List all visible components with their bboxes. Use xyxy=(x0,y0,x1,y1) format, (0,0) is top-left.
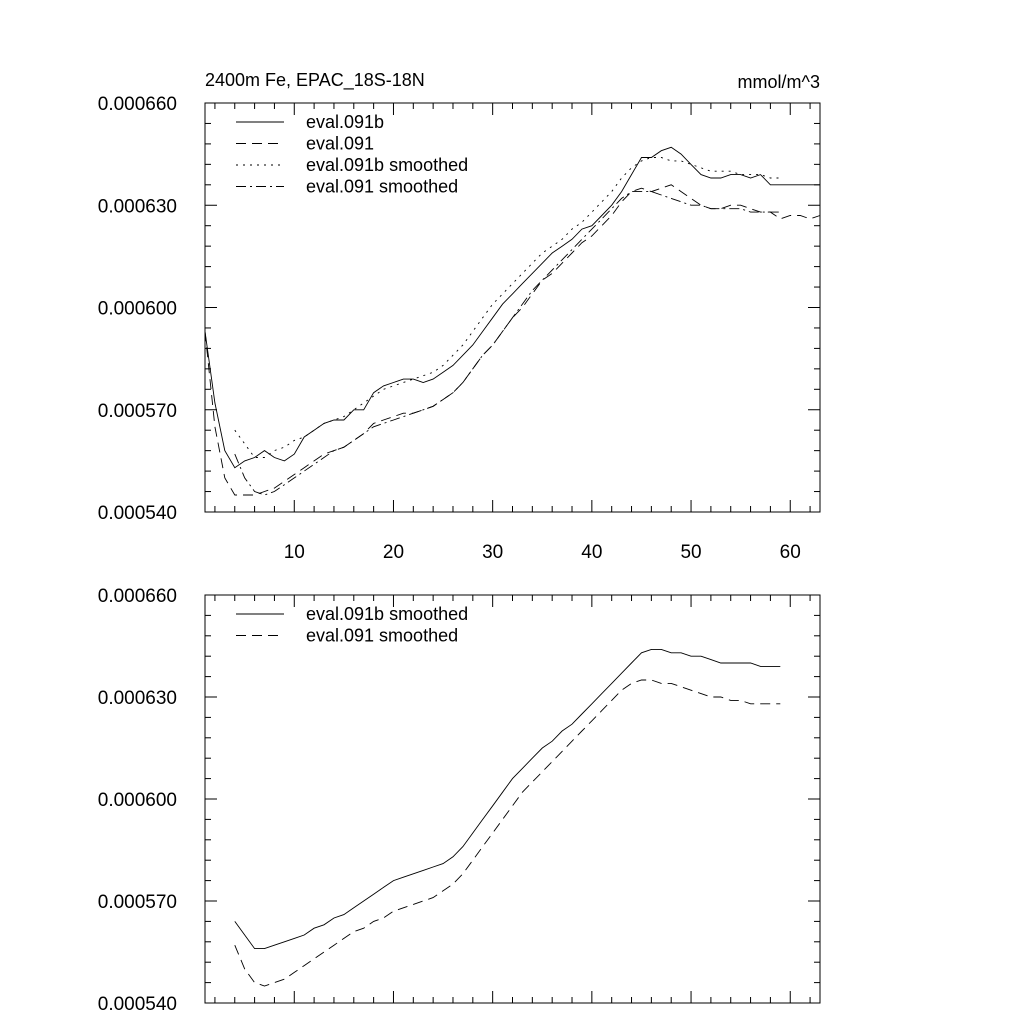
legend-label: eval.091b smoothed xyxy=(306,604,468,624)
y-tick-label: 0.000570 xyxy=(98,401,177,422)
x-tick-label: 30 xyxy=(482,542,503,563)
y-tick-label: 0.000600 xyxy=(98,790,177,811)
legend-label: eval.091 xyxy=(306,134,374,154)
legend-label: eval.091 smoothed xyxy=(306,177,458,197)
x-tick-label: 50 xyxy=(680,542,701,563)
legend-label: eval.091b xyxy=(306,112,384,132)
y-tick-label: 0.000570 xyxy=(98,892,177,913)
series-line-eval-091b xyxy=(204,146,820,469)
y-tick-label: 0.000630 xyxy=(98,196,177,217)
legend-label: eval.091 smoothed xyxy=(306,626,458,646)
series-line-eval-091b-smoothed xyxy=(234,157,781,458)
series-line-eval-091-smoothed xyxy=(234,191,781,496)
y-tick-label: 0.000540 xyxy=(98,994,177,1015)
y-tick-label: 0.000660 xyxy=(98,586,177,607)
plot-frame xyxy=(204,102,821,513)
series-line-eval-091b-smoothed xyxy=(234,648,781,950)
x-tick-label: 40 xyxy=(581,542,602,563)
chart-units: mmol/m^3 xyxy=(738,72,820,92)
y-tick-label: 0.000630 xyxy=(98,688,177,709)
y-tick-label: 0.000540 xyxy=(98,503,177,524)
series-line-eval-091 xyxy=(204,184,821,496)
x-tick-label: 20 xyxy=(383,542,404,563)
series-line-eval-091-smoothed xyxy=(234,679,781,987)
bottom-panel: 0.000540 0.000570 0.000600 0.000630 0.000660… xyxy=(98,586,821,1015)
y-tick-label: 0.000600 xyxy=(98,299,177,320)
top-panel: 0.000540 0.000570 0.000600 0.000630 0.000660… xyxy=(98,70,821,563)
x-tick-label: 10 xyxy=(284,542,305,563)
x-tick-label: 60 xyxy=(780,542,801,563)
chart-title: 2400m Fe, EPAC_18S-18N xyxy=(205,70,425,91)
plot-frame xyxy=(204,594,821,1004)
y-tick-label: 0.000660 xyxy=(98,94,177,115)
legend-label: eval.091b smoothed xyxy=(306,155,468,175)
